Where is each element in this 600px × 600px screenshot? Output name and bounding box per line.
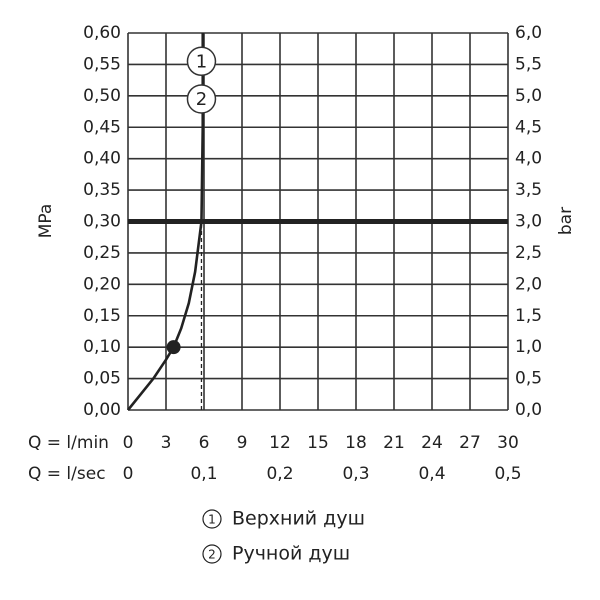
- x-tick-label: 12: [269, 433, 291, 453]
- x-tick-label: 15: [307, 433, 329, 453]
- x-tick-label: 27: [459, 433, 481, 453]
- data-point: [166, 340, 181, 355]
- legend-marker-label: 1: [208, 513, 216, 527]
- y2-tick-label: 5,5: [515, 54, 542, 74]
- y-tick-label: 0,30: [83, 212, 121, 232]
- legend-label: Ручной душ: [232, 543, 350, 565]
- y2-tick-label: 5,0: [515, 86, 542, 106]
- y-tick-label: 0,40: [83, 149, 121, 169]
- curve-marker-label: 1: [196, 51, 207, 72]
- y2-tick-label: 4,0: [515, 149, 542, 169]
- y2-tick-label: 3,5: [515, 180, 542, 200]
- y-tick-label: 0,60: [83, 23, 121, 43]
- y-tick-label: 0,10: [83, 337, 121, 357]
- curve-marker-label: 2: [196, 89, 207, 110]
- x2-tick-label: 0,1: [190, 464, 217, 484]
- x2-tick-label: 0: [123, 464, 134, 484]
- x-tick-label: 3: [161, 433, 172, 453]
- y-tick-label: 0,05: [83, 369, 121, 389]
- x-tick-label: 18: [345, 433, 367, 453]
- y2-tick-label: 4,5: [515, 117, 542, 137]
- x2-tick-label: 0,2: [266, 464, 293, 484]
- curve-marker: [186, 46, 217, 77]
- legend-marker-label: 2: [208, 548, 216, 562]
- x-tick-label: 6: [199, 433, 210, 453]
- x2-axis-label: Q = l/sec: [28, 464, 106, 484]
- legend-marker: [202, 509, 222, 529]
- curve-marker: [186, 84, 217, 114]
- x-tick-label: 24: [421, 433, 443, 453]
- y-tick-label: 0,55: [83, 54, 121, 74]
- y-tick-label: 0,15: [83, 306, 121, 326]
- x2-tick-label: 0,5: [494, 464, 521, 484]
- x-axis-label: Q = l/min: [28, 433, 109, 453]
- y-tick-label: 0,35: [83, 180, 121, 200]
- x-tick-label: 9: [237, 433, 248, 453]
- legend-marker: [202, 544, 222, 564]
- y-tick-label: 0,45: [83, 117, 121, 137]
- x-tick-label: 21: [383, 433, 405, 453]
- y2-tick-label: 0,0: [515, 400, 542, 420]
- x-tick-label: 0: [123, 433, 134, 453]
- y2-axis-label: bar: [556, 207, 576, 235]
- y2-tick-label: 1,5: [515, 306, 542, 326]
- y-tick-label: 0,00: [83, 400, 121, 420]
- y-axis-label: MPa: [36, 204, 56, 239]
- y2-tick-label: 6,0: [515, 23, 542, 43]
- y2-tick-label: 1,0: [515, 337, 542, 357]
- x-tick-label: 30: [497, 433, 519, 453]
- y2-tick-label: 3,0: [515, 212, 542, 232]
- y2-tick-label: 2,0: [515, 274, 542, 294]
- y-tick-label: 0,50: [83, 86, 121, 106]
- x2-tick-label: 0,4: [418, 464, 445, 484]
- y-tick-label: 0,25: [83, 243, 121, 263]
- legend-label: Верхний душ: [232, 508, 365, 530]
- y2-tick-label: 2,5: [515, 243, 542, 263]
- x2-tick-label: 0,3: [342, 464, 369, 484]
- curve: [126, 33, 205, 411]
- y-tick-label: 0,20: [83, 274, 121, 294]
- y2-tick-label: 0,5: [515, 369, 542, 389]
